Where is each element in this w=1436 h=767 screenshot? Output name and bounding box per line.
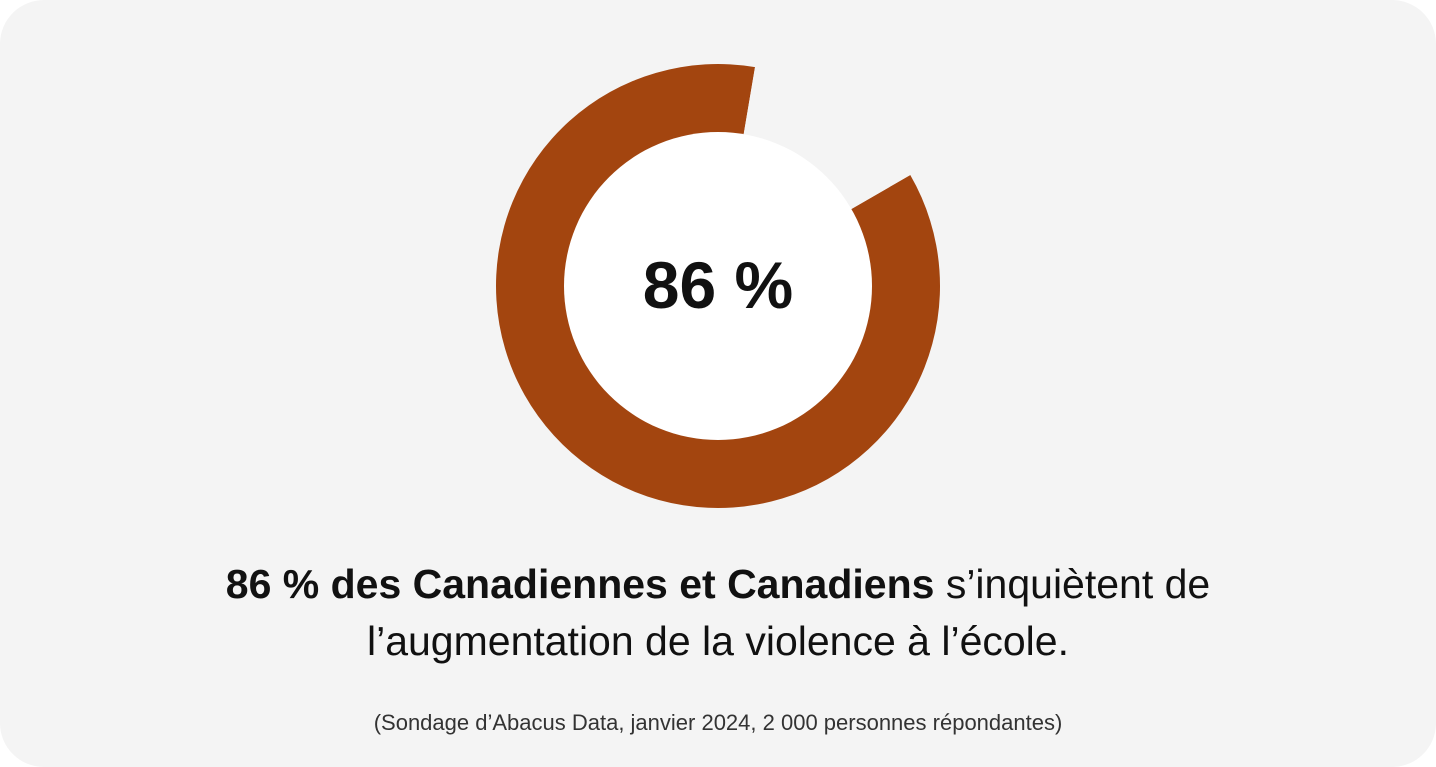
headline-rest-line2: l’augmentation de la violence à l’école. xyxy=(366,618,1069,664)
headline: 86 % des Canadiennes et Canadiens s’inqu… xyxy=(60,556,1376,670)
donut-center xyxy=(564,132,872,440)
headline-rest-line1: s’inquiètent de xyxy=(934,561,1211,607)
headline-bold: 86 % des Canadiennes et Canadiens xyxy=(225,561,935,607)
source-note: (Sondage d’Abacus Data, janvier 2024, 2 … xyxy=(373,710,1063,735)
donut-center-label: 86 % xyxy=(642,248,794,322)
